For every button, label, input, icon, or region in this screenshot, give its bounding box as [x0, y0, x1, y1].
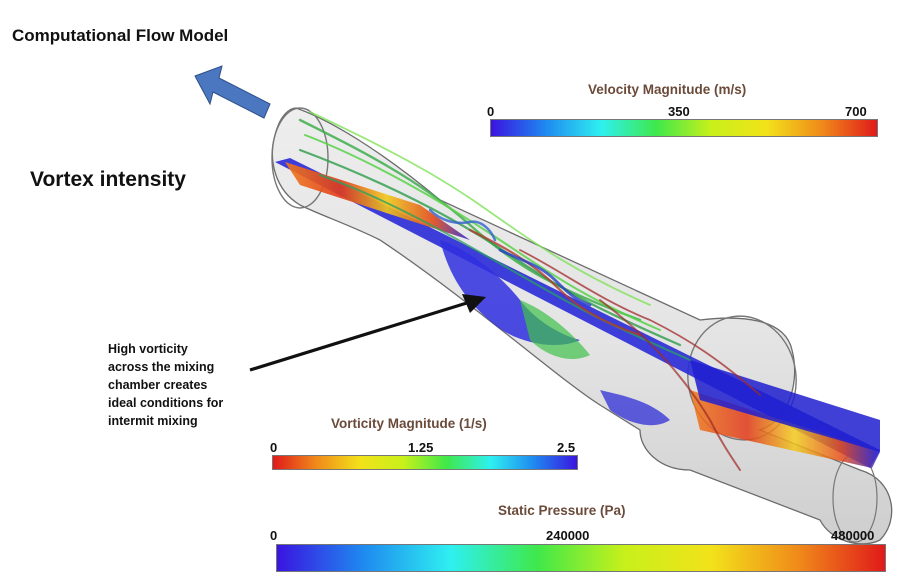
velocity-tick-min: 0: [487, 104, 495, 119]
vorticity-tick-mid: 1.25: [408, 440, 434, 455]
pipe-body: [271, 107, 893, 545]
annotation-line: ideal conditions for: [108, 396, 224, 410]
pressure-scale-title: Static Pressure (Pa): [498, 503, 626, 518]
velocity-tick-max: 700: [845, 104, 867, 119]
pressure-tick-mid: 240000: [546, 528, 590, 543]
flow-streamlines: [298, 111, 761, 471]
pressure-tick-min: 0: [270, 528, 278, 543]
velocity-color-bar: [490, 119, 878, 137]
vorticity-scale-title: Vorticity Magnitude (1/s): [331, 416, 487, 431]
vorticity-tick-max: 2.5: [557, 440, 576, 455]
vorticity-color-bar: [272, 455, 578, 470]
annotation-line: intermit mixing: [108, 414, 198, 428]
pressure-tick-max: 480000: [831, 528, 875, 543]
vorticity-region: [440, 240, 670, 426]
annotation-arrow: [249, 294, 486, 372]
figure-subtitle: Vortex intensity: [30, 168, 186, 191]
annotation-line: chamber creates: [108, 378, 208, 392]
pressure-color-bar: [276, 544, 886, 572]
flow-direction-arrow-icon: [194, 65, 271, 119]
vorticity-tick-min: 0: [270, 440, 278, 455]
velocity-scale-title: Velocity Magnitude (m/s): [588, 82, 747, 97]
annotation-line: High vorticity: [108, 342, 188, 356]
figure-title: Computational Flow Model: [12, 26, 229, 45]
annotation-text: High vorticity across the mixing chamber…: [108, 340, 223, 430]
velocity-tick-mid: 350: [668, 104, 690, 119]
annotation-line: across the mixing: [108, 360, 215, 374]
